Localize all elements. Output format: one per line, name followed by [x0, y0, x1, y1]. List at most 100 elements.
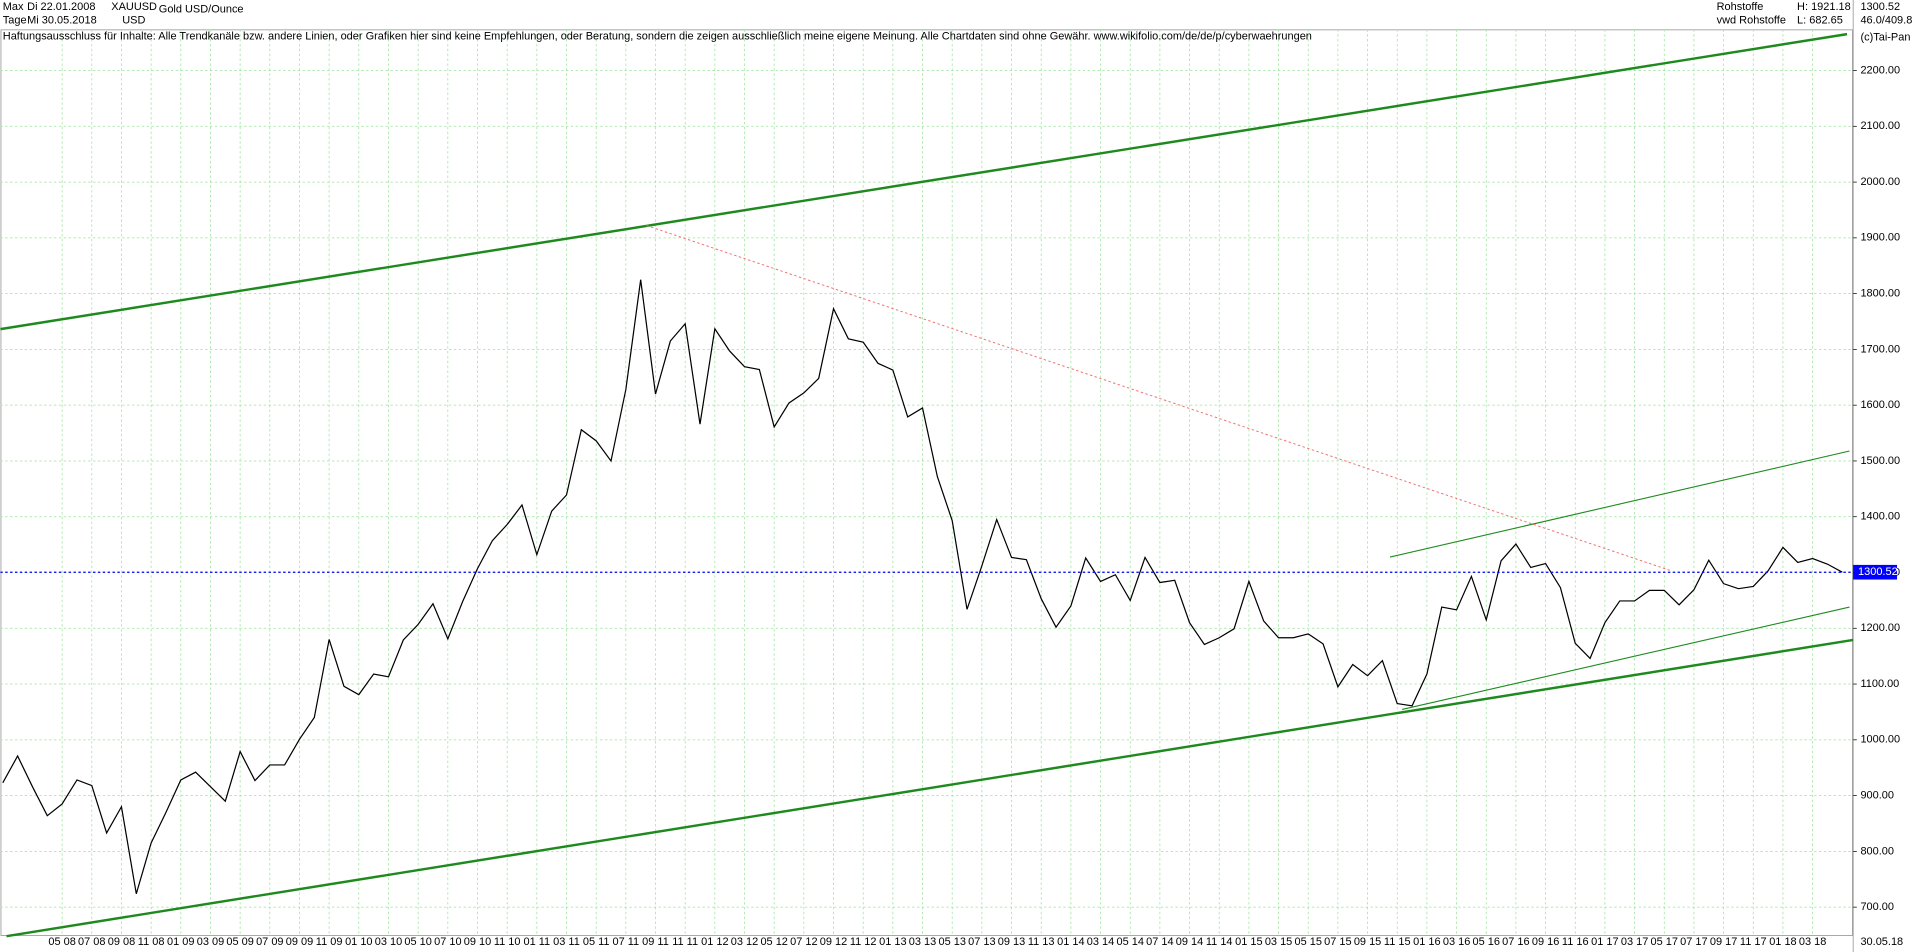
- x-tick-label: 01 13: [879, 936, 906, 948]
- y-tick-label: 1800.00: [1860, 288, 1900, 300]
- x-tick-label: 05 15: [1295, 936, 1322, 948]
- x-tick-label: 07 17: [1680, 936, 1707, 948]
- x-tick-label: 01 16: [1413, 936, 1440, 948]
- x-tick-label: 05 09: [226, 936, 253, 948]
- y-tick-label: 1400.00: [1860, 511, 1900, 523]
- x-tick-label: 09 11: [642, 936, 669, 948]
- x-tick-label: 07 10: [434, 936, 461, 948]
- start-date[interactable]: Di 22.01.2008: [27, 1, 95, 13]
- x-tick-label: 11 10: [494, 936, 521, 948]
- x-tick-label: 07 15: [1324, 936, 1351, 948]
- low: L: 682.65: [1797, 15, 1843, 27]
- trend-line-upper: [0, 32, 1848, 331]
- y-tick-label: 2200.00: [1860, 64, 1900, 76]
- price-line: [2, 279, 1843, 894]
- x-tick-label: 11 09: [316, 936, 343, 948]
- x-tick-label: 09 13: [998, 936, 1025, 948]
- last: 1300.52: [1860, 1, 1900, 13]
- x-tick-label: 03 10: [375, 936, 402, 948]
- x-tick-label: 03 09: [197, 936, 224, 948]
- x-tick-label: 05 08: [48, 936, 75, 948]
- x-tick-label: 07 12: [790, 936, 817, 948]
- y-tick-label: 1600.00: [1860, 399, 1900, 411]
- x-tick-label: 11 16: [1562, 936, 1589, 948]
- x-tick-label: 03 15: [1265, 936, 1292, 948]
- y-tick-label: 2000.00: [1860, 176, 1900, 188]
- x-tick-label: 09 08: [108, 936, 135, 948]
- y-tick-label: 1900.00: [1860, 232, 1900, 244]
- trend-line-lower: [6, 638, 1854, 938]
- y-tick-label: 1500.00: [1860, 455, 1900, 467]
- channel-upper: [1389, 450, 1850, 558]
- last-price-box: [1853, 564, 1898, 580]
- currency: USD: [122, 15, 145, 27]
- source: vwd Rohstoffe: [1717, 15, 1786, 27]
- last-price-label: 1300.52: [1858, 566, 1898, 578]
- x-tick-label: 11 17: [1740, 936, 1767, 948]
- x-tick-label: 07 08: [78, 936, 105, 948]
- x-tick-label: 05 16: [1473, 936, 1500, 948]
- disclaimer: Haftungsausschluss für Inhalte: Alle Tre…: [3, 30, 1312, 42]
- x-tick-label: 11 11: [672, 936, 698, 948]
- y-tick-label: 700.00: [1860, 901, 1894, 913]
- copyright: (c)Tai-Pan: [1860, 32, 1910, 44]
- x-tick-label: 03 11: [553, 936, 580, 948]
- x-tick-label: 03 12: [731, 936, 758, 948]
- x-tick-label: 01 17: [1591, 936, 1618, 948]
- x-tick-label: 09 17: [1710, 936, 1737, 948]
- x-tick-label: 09 09: [286, 936, 313, 948]
- group: Rohstoffe: [1717, 1, 1764, 13]
- x-tick-label: 07 09: [256, 936, 283, 948]
- y-tick-label: 800.00: [1860, 845, 1894, 857]
- y-tick-label: 2100.00: [1860, 120, 1900, 132]
- x-tick-label: 03 16: [1443, 936, 1470, 948]
- x-tick-label: 11 13: [1028, 936, 1055, 948]
- x-tick-label: 01 12: [701, 936, 728, 948]
- x-tick-label: 09 14: [1176, 936, 1203, 948]
- y-tick-label: 1100.00: [1860, 678, 1899, 690]
- x-tick-label: 03 13: [909, 936, 936, 948]
- x-tick-label: 01 10: [345, 936, 372, 948]
- x-tick-label: 05 11: [583, 936, 610, 948]
- end-date[interactable]: Mi 30.05.2018: [27, 15, 97, 27]
- x-tick-label: 11 08: [138, 936, 165, 948]
- x-tick-label: 03 14: [1087, 936, 1114, 948]
- high: H: 1921.18: [1797, 1, 1851, 13]
- symbol: XAUUSD: [111, 1, 157, 13]
- x-tick-label: 01 15: [1235, 936, 1262, 948]
- x-tick-label: 03 18: [1799, 936, 1826, 948]
- x-tick-label: 07 13: [968, 936, 995, 948]
- x-tick-label: 07 11: [613, 936, 640, 948]
- x-tick-label: 09 16: [1532, 936, 1559, 948]
- x-tick-label: 05 10: [404, 936, 431, 948]
- plot: 1300.52: [0, 279, 1898, 894]
- range[interactable]: Max: [3, 1, 24, 13]
- x-tick-label: 11 14: [1206, 936, 1233, 948]
- y-tick-label: 900.00: [1860, 789, 1894, 801]
- y-tick-label: 1700.00: [1860, 343, 1900, 355]
- x-tick-label: 05 13: [938, 936, 965, 948]
- x-tick-label: 11 12: [850, 936, 877, 948]
- x-tick-label: 09 15: [1354, 936, 1381, 948]
- x-tick-label: 01 09: [167, 936, 194, 948]
- ratio: 46.0/409.8: [1860, 15, 1912, 27]
- x-tick-label: 11 15: [1384, 936, 1411, 948]
- x-tick-label: 07 14: [1146, 936, 1173, 948]
- x-tick-label: 05 12: [760, 936, 787, 948]
- interval[interactable]: Tage: [3, 15, 27, 27]
- instrument: Gold USD/Ounce: [159, 4, 244, 16]
- x-tick-label: 01 14: [1057, 936, 1084, 948]
- channel-lower: [1402, 606, 1850, 710]
- x-tick-label: 07 16: [1502, 936, 1529, 948]
- x-tick-label: 05 14: [1116, 936, 1143, 948]
- x-tick-label: 03 17: [1621, 936, 1648, 948]
- x-tick-label: 09 10: [464, 936, 491, 948]
- x-tick-label: 09 12: [820, 936, 847, 948]
- end-label: 30.05.18: [1860, 936, 1903, 948]
- x-tick-label: 01 18: [1769, 936, 1796, 948]
- y-tick-label: 1200.00: [1860, 622, 1900, 634]
- x-tick-label: 01 11: [524, 936, 551, 948]
